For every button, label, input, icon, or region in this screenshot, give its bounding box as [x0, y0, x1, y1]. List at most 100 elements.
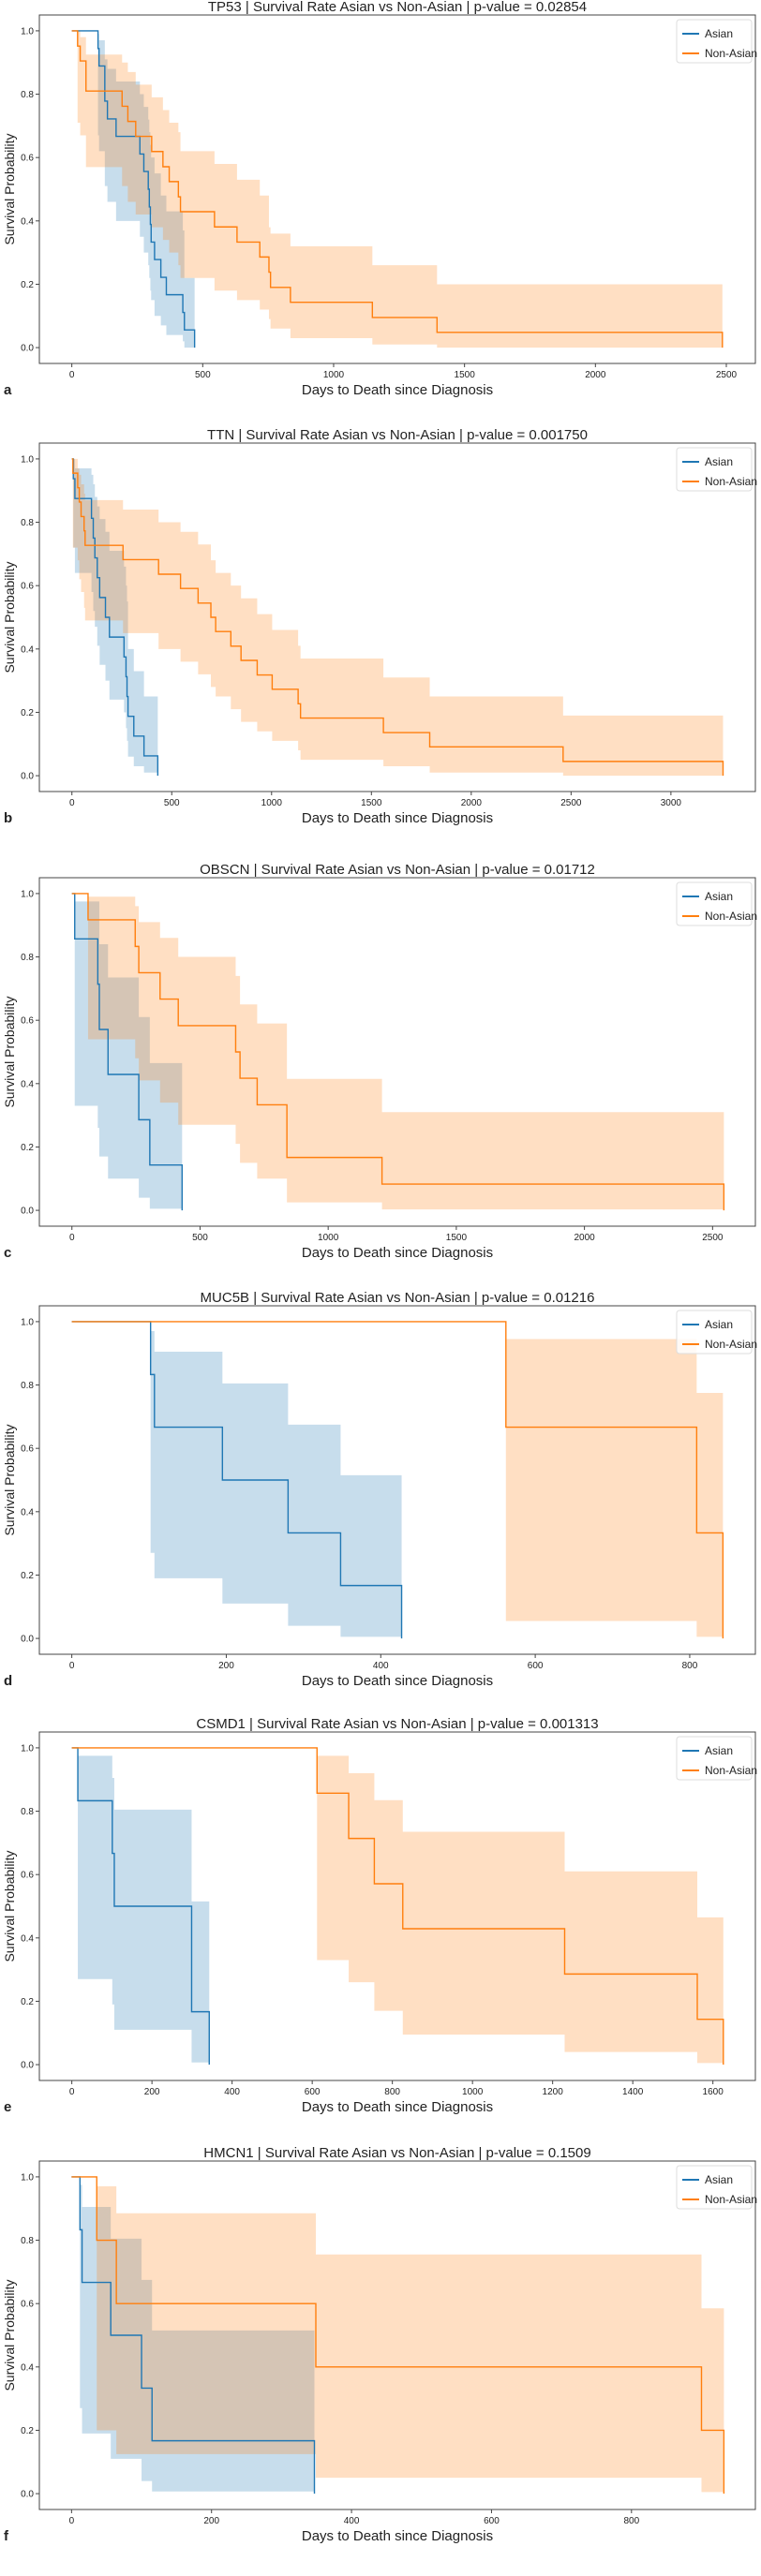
km-chart: 0 200 400 600 800 0.0 0.2 0.4 0.6 0.8 1.0 HMCN1 | S…: [2, 2145, 757, 2544]
x-tick-label: 200: [203, 2516, 219, 2526]
x-tick-label: 400: [224, 2087, 240, 2097]
survival-curve-non-asian: [71, 1321, 724, 1639]
x-tick-label: 1600: [703, 2087, 724, 2097]
x-tick-label: 500: [192, 1233, 208, 1243]
y-tick-label: 0.6: [21, 1444, 34, 1455]
km-panel-a: 0 500 1000 1500 2000 2500 0.0 0.2 0.4 0.6 0.8 1.0 TP…: [0, 0, 761, 426]
ci-band-asian: [71, 30, 195, 348]
y-tick-label: 1.0: [21, 1743, 34, 1754]
legend: Asian Non-Asian: [676, 881, 757, 926]
x-tick-label: 3000: [661, 798, 682, 808]
y-tick-label: 0.4: [21, 1933, 34, 1944]
x-axis-label: Days to Death since Diagnosis: [302, 2528, 493, 2544]
y-tick-label: 0.4: [21, 2362, 34, 2373]
x-tick-label: 1000: [323, 370, 345, 380]
km-chart: 0 200 400 600 800 0.0 0.2 0.4 0.6 0.8 1.0 MUC5B | S…: [2, 1290, 757, 1689]
x-tick-label: 1400: [622, 2087, 644, 2097]
y-tick-label: 0.4: [21, 1079, 34, 1089]
survival-curve-non-asian: [71, 1747, 724, 2065]
km-chart: 0 500 1000 1500 2000 2500 3000 0.0 0.2 0.4 0.6 0.8 1…: [2, 427, 757, 826]
y-axis-label: Survival Probability: [2, 1424, 17, 1535]
panel-label: c: [4, 1245, 11, 1261]
y-axis-label: Survival Probability: [2, 1850, 17, 1962]
y-tick-label: 0.2: [21, 708, 34, 718]
x-tick-label: 2500: [702, 1233, 724, 1243]
legend-label: Asian: [705, 890, 733, 903]
x-axis-label: Days to Death since Diagnosis: [302, 810, 493, 826]
y-axis-label: Survival Probability: [2, 2279, 17, 2391]
survival-curve-non-asian: [71, 30, 724, 348]
x-tick-label: 0: [69, 2516, 75, 2526]
x-tick-label: 2500: [716, 370, 738, 380]
axes-frame: [38, 1731, 756, 2081]
y-tick-label: 0.0: [21, 2061, 34, 2071]
x-axis-label: Days to Death since Diagnosis: [302, 1245, 493, 1261]
km-panel-e: 0 200 400 600 800 1000 1200 1400 1600 0.0 0.2 0.4 0.…: [0, 1716, 761, 2143]
ci-band-non-asian: [71, 2176, 724, 2493]
y-tick-label: 0.2: [21, 2426, 34, 2436]
y-axis-label: Survival Probability: [2, 133, 17, 244]
legend-label: Asian: [705, 2173, 733, 2186]
x-tick-label: 2000: [461, 798, 483, 808]
y-tick-label: 0.6: [21, 2300, 34, 2310]
legend: Asian Non-Asian: [676, 19, 757, 64]
x-tick-label: 1000: [261, 798, 283, 808]
km-panel-b: 0 500 1000 1500 2000 2500 3000 0.0 0.2 0.4 0.6 0.8 1…: [0, 427, 761, 854]
km-chart: 0 500 1000 1500 2000 2500 0.0 0.2 0.4 0.6 0.8 1.0 TP…: [2, 0, 757, 398]
y-tick-label: 0.2: [21, 280, 34, 290]
y-axis-label: Survival Probability: [2, 996, 17, 1107]
legend: Asian Non-Asian: [676, 1736, 757, 1781]
x-axis-label: Days to Death since Diagnosis: [302, 2099, 493, 2115]
x-tick-label: 600: [305, 2087, 321, 2097]
y-tick-label: 0.8: [21, 953, 34, 963]
ci-band-non-asian: [71, 458, 724, 777]
y-tick-label: 0.8: [21, 2236, 34, 2246]
legend-label: Non-Asian: [705, 47, 757, 60]
km-panel-f: 0 200 400 600 800 0.0 0.2 0.4 0.6 0.8 1.0 HMCN1 | S…: [0, 2145, 761, 2572]
legend-label: Non-Asian: [705, 475, 757, 488]
y-tick-label: 1.0: [21, 1317, 34, 1327]
x-tick-label: 1500: [361, 798, 382, 808]
y-tick-label: 1.0: [21, 2172, 34, 2183]
legend-label: Asian: [705, 455, 733, 468]
x-axis-label: Days to Death since Diagnosis: [302, 382, 493, 398]
x-tick-label: 0: [69, 2087, 75, 2097]
y-tick-label: 0.6: [21, 154, 34, 164]
x-tick-label: 0: [69, 1661, 75, 1671]
x-tick-label: 1000: [462, 2087, 484, 2097]
x-tick-label: 2500: [560, 798, 582, 808]
y-tick-label: 0.6: [21, 582, 34, 592]
x-tick-label: 1500: [455, 370, 476, 380]
x-tick-label: 200: [218, 1661, 234, 1671]
ci-band-non-asian: [71, 893, 724, 1210]
ci-band-asian: [71, 1321, 402, 1637]
legend-label: Non-Asian: [705, 1338, 757, 1351]
chart-title: MUC5B | Survival Rate Asian vs Non-Asian…: [201, 1291, 595, 1306]
survival-curve-asian: [71, 2176, 316, 2495]
x-tick-label: 400: [344, 2516, 360, 2526]
y-tick-label: 0.0: [21, 2490, 34, 2500]
km-panel-d: 0 200 400 600 800 0.0 0.2 0.4 0.6 0.8 1.0 MUC5B | S…: [0, 1290, 761, 1717]
x-tick-label: 2000: [574, 1233, 595, 1243]
legend-label: Asian: [705, 1744, 733, 1757]
x-tick-label: 200: [144, 2087, 160, 2097]
legend-label: Asian: [705, 27, 733, 40]
y-tick-label: 0.2: [21, 1997, 34, 2007]
survival-curve-asian: [71, 1321, 403, 1639]
axes-frame: [38, 877, 756, 1227]
y-tick-label: 0.8: [21, 90, 34, 100]
x-tick-label: 400: [373, 1661, 389, 1671]
chart-title: CSMD1 | Survival Rate Asian vs Non-Asian…: [196, 1717, 598, 1732]
survival-curve-non-asian: [71, 893, 725, 1211]
legend: Asian Non-Asian: [676, 447, 757, 492]
x-tick-label: 800: [384, 2087, 400, 2097]
panel-label: e: [4, 2099, 11, 2115]
y-tick-label: 1.0: [21, 454, 34, 465]
survival-curve-asian: [71, 30, 196, 348]
x-tick-label: 1000: [318, 1233, 339, 1243]
km-panel-c: 0 500 1000 1500 2000 2500 0.0 0.2 0.4 0.6 0.8 1.0 OB…: [0, 862, 761, 1289]
x-tick-label: 1200: [543, 2087, 564, 2097]
survival-curve-asian: [71, 458, 159, 777]
y-tick-label: 0.6: [21, 1016, 34, 1027]
y-tick-label: 0.8: [21, 518, 34, 528]
